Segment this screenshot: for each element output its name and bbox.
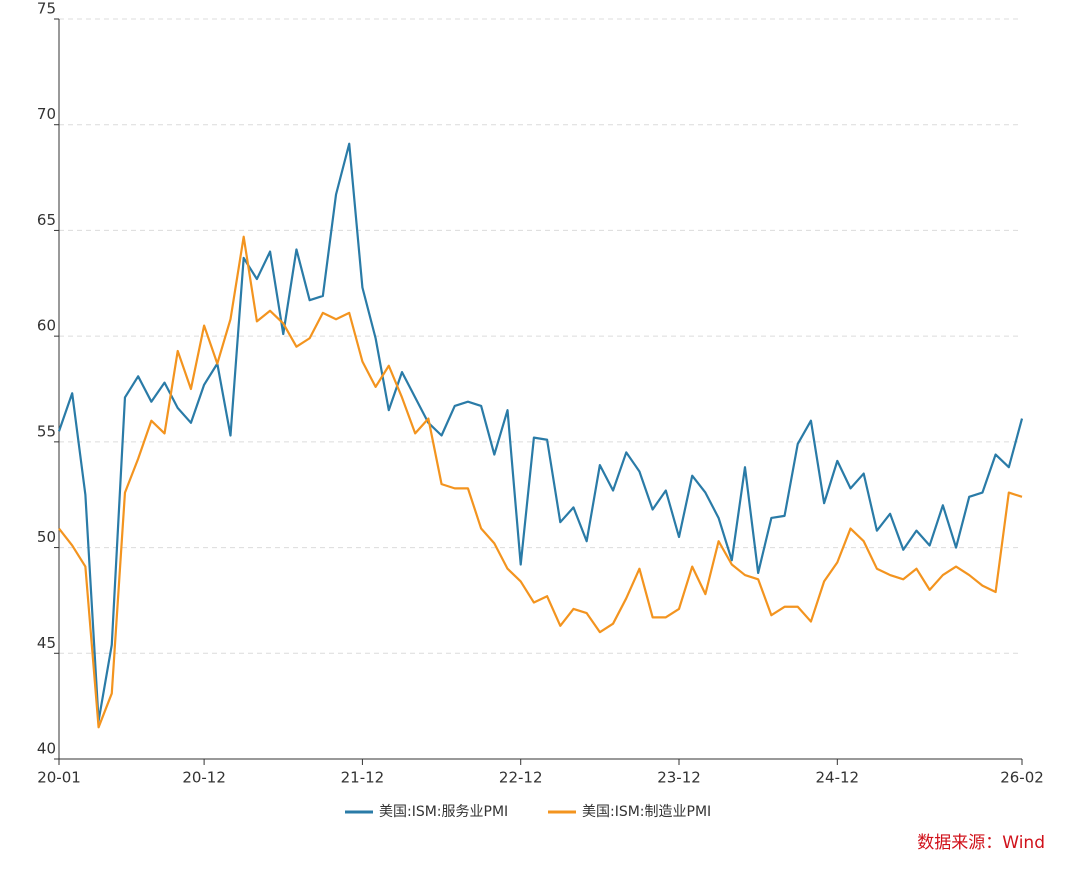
y-tick-label: 75 <box>37 0 56 18</box>
y-tick-label: 50 <box>37 528 56 546</box>
y-tick-label: 70 <box>37 105 56 123</box>
source-note: 数据来源：Wind <box>917 833 1045 853</box>
legend-label: 美国:ISM:制造业PMI <box>582 804 711 820</box>
series-line <box>58 235 1023 729</box>
y-tick-label: 40 <box>37 740 56 758</box>
y-tick-label: 45 <box>37 634 56 652</box>
x-tick-label: 21-12 <box>341 769 385 787</box>
x-tick-label: 20-12 <box>182 769 226 787</box>
y-tick-label: 60 <box>37 317 56 335</box>
x-tick-label: 23-12 <box>657 769 701 787</box>
x-tick-label: 20-01 <box>37 769 81 787</box>
legend-label: 美国:ISM:服务业PMI <box>379 804 508 820</box>
y-tick-label: 55 <box>37 422 56 440</box>
x-tick-label: 26-02 <box>1000 769 1044 787</box>
x-tick-label: 24-12 <box>816 769 860 787</box>
series-line <box>57 142 1024 723</box>
y-tick-label: 65 <box>37 211 56 229</box>
x-tick-label: 22-12 <box>499 769 543 787</box>
